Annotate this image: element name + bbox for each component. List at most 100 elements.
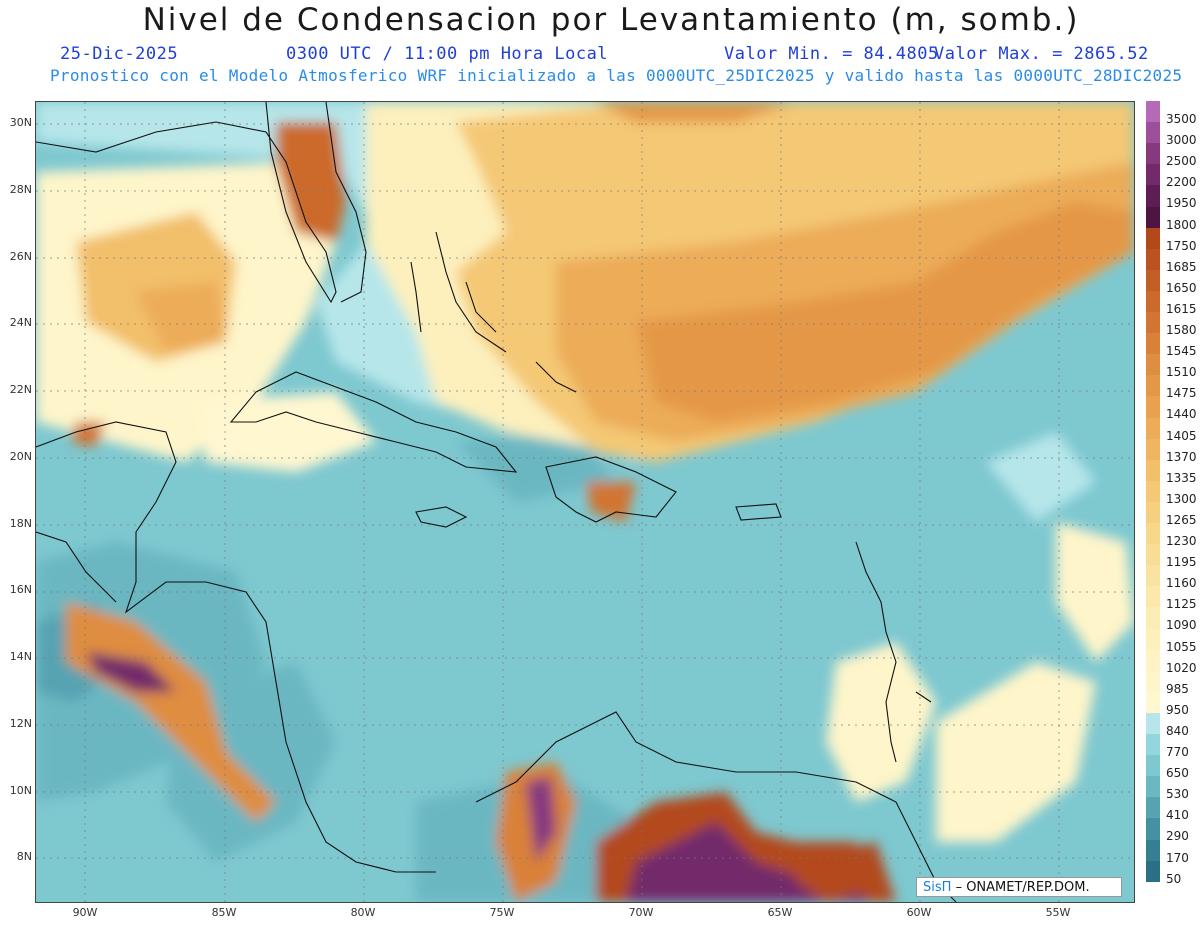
colorbar-label: 1125 [1166, 597, 1197, 612]
lat-label: 14N [9, 650, 32, 663]
lat-label: 26N [9, 250, 32, 263]
lat-label: 12N [9, 717, 32, 730]
colorbar-swatch [1146, 459, 1160, 482]
colorbar-swatch [1146, 712, 1160, 735]
colorbar-label: 1475 [1166, 386, 1197, 401]
colorbar-label: 985 [1166, 681, 1189, 696]
lon-label: 80W [350, 906, 376, 919]
colorbar-swatch [1146, 417, 1160, 440]
lat-label: 28N [9, 183, 32, 196]
lon-label: 85W [211, 906, 237, 919]
colorbar-label: 530 [1166, 787, 1189, 802]
colorbar-swatch [1146, 670, 1160, 693]
colorbar-swatch [1146, 101, 1160, 123]
colorbar-label: 1370 [1166, 449, 1197, 464]
colorbar-swatch [1146, 122, 1160, 144]
value-min: Valor Min. = 84.4805 [724, 44, 939, 64]
lat-label: 18N [9, 517, 32, 530]
colorbar-label: 1440 [1166, 407, 1197, 422]
colorbar-swatch [1146, 375, 1160, 397]
colorbar-swatch [1146, 839, 1160, 862]
colorbar-label: 1405 [1166, 428, 1197, 443]
colorbar-swatch [1146, 438, 1160, 461]
colorbar-swatch [1146, 776, 1160, 798]
colorbar-label: 2200 [1166, 175, 1197, 190]
colorbar-swatch [1146, 480, 1160, 503]
colorbar-label: 1265 [1166, 512, 1197, 527]
forecast-time: 0300 UTC / 11:00 pm Hora Local [286, 44, 609, 64]
colorbar-label: 840 [1166, 723, 1189, 738]
colorbar-label: 3000 [1166, 133, 1197, 148]
colorbar-swatch [1146, 206, 1160, 229]
grid [36, 102, 1134, 902]
colorbar-swatch [1146, 164, 1160, 186]
colorbar-label: 1685 [1166, 259, 1197, 274]
colorbar-swatch [1146, 586, 1160, 608]
colorbar-label: 1800 [1166, 217, 1197, 232]
colorbar-label: 1195 [1166, 555, 1197, 570]
lat-label: 10N [9, 784, 32, 797]
lon-label: 60W [906, 906, 932, 919]
colorbar-label: 1160 [1166, 576, 1197, 591]
lat-label: 20N [9, 450, 32, 463]
colorbar-swatch [1146, 649, 1160, 672]
colorbar-label: 770 [1166, 745, 1189, 759]
colorbar-swatch [1146, 565, 1160, 587]
colorbar-label: 650 [1166, 766, 1189, 781]
lon-label: 75W [489, 906, 515, 919]
colorbar-swatch [1146, 691, 1160, 714]
colorbar-label: 170 [1166, 850, 1189, 865]
lcl-shading [36, 102, 1134, 902]
brand-logo: SisΠ [923, 880, 952, 895]
colorbar-label: 1510 [1166, 365, 1197, 380]
lat-label: 22N [9, 383, 32, 396]
colorbar-swatch [1146, 607, 1160, 629]
colorbar-label: 1650 [1166, 280, 1197, 295]
colorbar-swatch [1146, 523, 1160, 545]
colorbar-swatch [1146, 501, 1160, 524]
colorbar-label: 1300 [1166, 491, 1197, 506]
colorbar-label: 3500 [1166, 112, 1197, 126]
colorbar-swatch [1146, 248, 1160, 271]
lon-label: 70W [628, 906, 654, 919]
colorbar-swatch [1146, 818, 1160, 840]
colorbar-swatch [1146, 734, 1160, 756]
colorbar-swatch [1146, 185, 1160, 207]
map-title: Nivel de Condensacion por Levantamiento … [142, 2, 1080, 38]
colorbar-swatch [1146, 143, 1160, 165]
colorbar-label: 1545 [1166, 344, 1197, 359]
colorbar-swatch [1146, 227, 1160, 250]
colorbar-label: 1335 [1166, 470, 1197, 485]
colorbar-swatch [1146, 312, 1160, 334]
colorbar-label: 1750 [1166, 238, 1197, 253]
colorbar-swatch [1146, 628, 1160, 651]
colorbar-swatch [1146, 797, 1160, 819]
colorbar-swatch [1146, 755, 1160, 777]
forecast-date: 25-Dic-2025 [60, 44, 179, 64]
colorbar-label: 950 [1166, 702, 1189, 717]
lat-label: 30N [9, 116, 32, 129]
map-panel [35, 101, 1135, 903]
colorbar-label: 1580 [1166, 323, 1197, 337]
model-info: Pronostico con el Modelo Atmosferico WRF… [50, 66, 1183, 85]
colorbar-swatch [1146, 396, 1160, 418]
colorbar-label: 290 [1166, 829, 1189, 844]
colorbar-label: 1055 [1166, 639, 1197, 654]
colorbar-label: 410 [1166, 808, 1189, 823]
value-max: Valor Max. = 2865.52 [934, 44, 1149, 64]
lat-label: 8N [16, 850, 32, 863]
colorbar-swatch [1146, 333, 1160, 355]
colorbar-swatch [1146, 290, 1160, 313]
lon-label: 90W [72, 906, 98, 919]
colorbar-label: 1950 [1166, 196, 1197, 211]
lcl-field-map [36, 102, 1134, 902]
lat-label: 16N [9, 583, 32, 596]
colorbar-swatch [1146, 544, 1160, 566]
colorbar-label: 2500 [1166, 154, 1197, 169]
lon-label: 65W [767, 906, 793, 919]
colorbar-swatch [1146, 354, 1160, 376]
colorbar-label: 1615 [1166, 301, 1197, 316]
lat-label: 24N [9, 316, 32, 329]
credit-box: SisΠ – ONAMET/REP.DOM. [916, 877, 1122, 897]
colorbar-label: 50 [1166, 871, 1182, 886]
